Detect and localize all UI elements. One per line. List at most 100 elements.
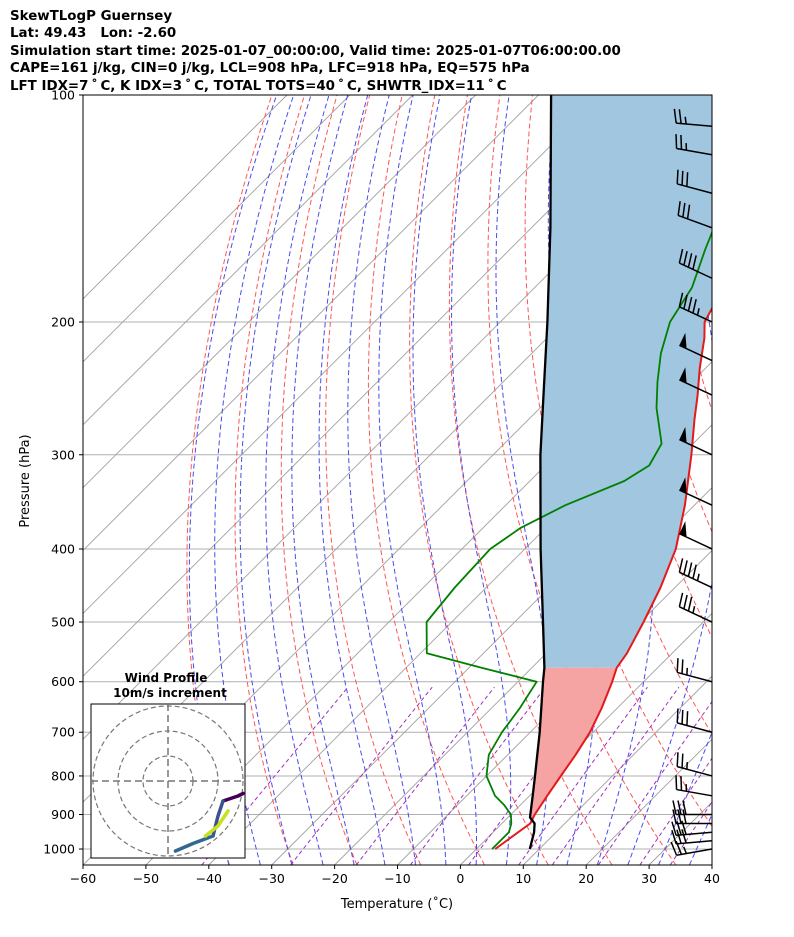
isotherm-line [83, 95, 351, 363]
barb-flag [683, 294, 688, 310]
barb-flag [681, 709, 684, 725]
barb-staff [679, 489, 713, 506]
x-tick-label: 20 [578, 871, 594, 886]
barb-flag [677, 800, 682, 815]
moist-adiabat-line [627, 95, 712, 865]
barb-half-flag [696, 308, 700, 316]
shaded-region [530, 667, 617, 821]
barb-pennant [679, 332, 687, 349]
mixing-ratio-line [468, 686, 601, 865]
mixing-ratio-line [518, 686, 648, 865]
isotherm-line [775, 95, 794, 865]
moist-adiabat-line [239, 95, 312, 865]
isotherm-line [711, 864, 712, 865]
y-tick-label: 700 [51, 725, 75, 740]
wind-barb [673, 108, 713, 127]
barb-staff [679, 379, 713, 396]
wind-profile-inset: Wind Profile 10m/s increment [90, 671, 246, 859]
barb-flag [676, 169, 679, 184]
barb-staff [677, 765, 713, 777]
x-tick-label: 40 [704, 871, 720, 886]
profile-line [494, 306, 712, 850]
wind-barb [672, 800, 712, 816]
barb-staff [679, 571, 713, 589]
barb-flag [692, 255, 697, 270]
barb-flag [671, 821, 677, 836]
isotherm-line [83, 95, 288, 300]
barb-flag [682, 809, 687, 824]
wind-barb [678, 592, 713, 623]
wind-profile-title: Wind Profile [125, 671, 208, 685]
x-tick-label: −10 [384, 871, 410, 886]
wind-barb [675, 775, 713, 797]
mixing-ratio-line [290, 686, 433, 865]
dry-adiabat-line [409, 95, 549, 865]
dry-adiabat-line [234, 95, 305, 865]
wind-barb [671, 829, 713, 845]
dry-adiabat-line [325, 95, 422, 865]
isotherm-line [83, 95, 539, 552]
mixing-ratio-line [355, 686, 495, 865]
barb-half-flag [692, 606, 696, 614]
wind-barb [679, 332, 713, 362]
isotherm-line [397, 549, 712, 865]
barb-flag [676, 829, 682, 844]
cape-cin-fills [530, 95, 712, 821]
wind-barb [675, 134, 713, 156]
moist-adiabat-line [451, 95, 512, 865]
barb-staff [677, 183, 713, 194]
hodograph-trace [221, 791, 245, 803]
wind-barb [677, 201, 713, 229]
y-tick-label: 100 [51, 88, 75, 103]
moist-adiabat-line [412, 95, 477, 865]
barb-flag [687, 562, 693, 577]
y-tick-label: 900 [51, 807, 75, 822]
x-tick-label: −40 [196, 871, 222, 886]
barb-staff [676, 848, 713, 857]
dry-adiabat-line [280, 95, 358, 865]
wind-barb [678, 248, 713, 279]
barb-staff [677, 722, 713, 733]
barb-flag [676, 752, 679, 767]
barb-flag [687, 596, 693, 612]
barb-flag [678, 292, 684, 307]
dry-adiabat-line [186, 95, 273, 865]
isotherm-line [83, 95, 476, 489]
barb-staff [679, 306, 713, 323]
barb-staff [679, 606, 713, 623]
profile-traces [425, 95, 712, 850]
isotherm-line [83, 95, 665, 677]
x-tick-label: −60 [70, 871, 96, 886]
indices-line: LFT IDX=7 ˚ C, K IDX=3 ˚ C, TOTAL TOTS=4… [10, 78, 507, 94]
x-tick-label: −20 [321, 871, 347, 886]
isotherm-line [334, 486, 712, 865]
barb-half-flag [684, 116, 687, 125]
isotherm-line [145, 298, 712, 865]
y-tick-label: 500 [51, 615, 75, 630]
barb-flag [672, 800, 677, 815]
wind-barb [676, 708, 713, 733]
mixing-ratio-line [551, 686, 680, 865]
y-axis: 1000 900 800 700 600 500 400 300 200 100 [43, 88, 83, 857]
barb-flag [692, 298, 697, 314]
barb-flag [675, 775, 678, 790]
barb-staff [677, 214, 713, 229]
y-axis-label: Pressure (hPa) [18, 434, 33, 527]
time-line: Simulation start time: 2025-01-07_00:00:… [10, 43, 621, 59]
moist-adiabat-line [720, 95, 794, 865]
barb-half-flag [696, 573, 700, 581]
cape-line: CAPE=161 j/kg, CIN=0 j/kg, LCL=908 hPa, … [10, 61, 530, 77]
moist-adiabat-line [291, 95, 355, 865]
barb-pennant [679, 367, 687, 384]
wind-barb [679, 521, 713, 550]
barb-flag [683, 251, 688, 266]
barb-staff [676, 839, 713, 845]
shaded-region [540, 95, 712, 668]
x-tick-label: 10 [515, 871, 531, 886]
chart-title: SkewTLogP Guernsey [10, 9, 173, 24]
barb-flag [670, 841, 678, 856]
barb-flag [678, 248, 684, 264]
barb-flag [680, 776, 683, 791]
mixing-ratio-line [597, 700, 712, 865]
barb-staff [679, 262, 713, 279]
